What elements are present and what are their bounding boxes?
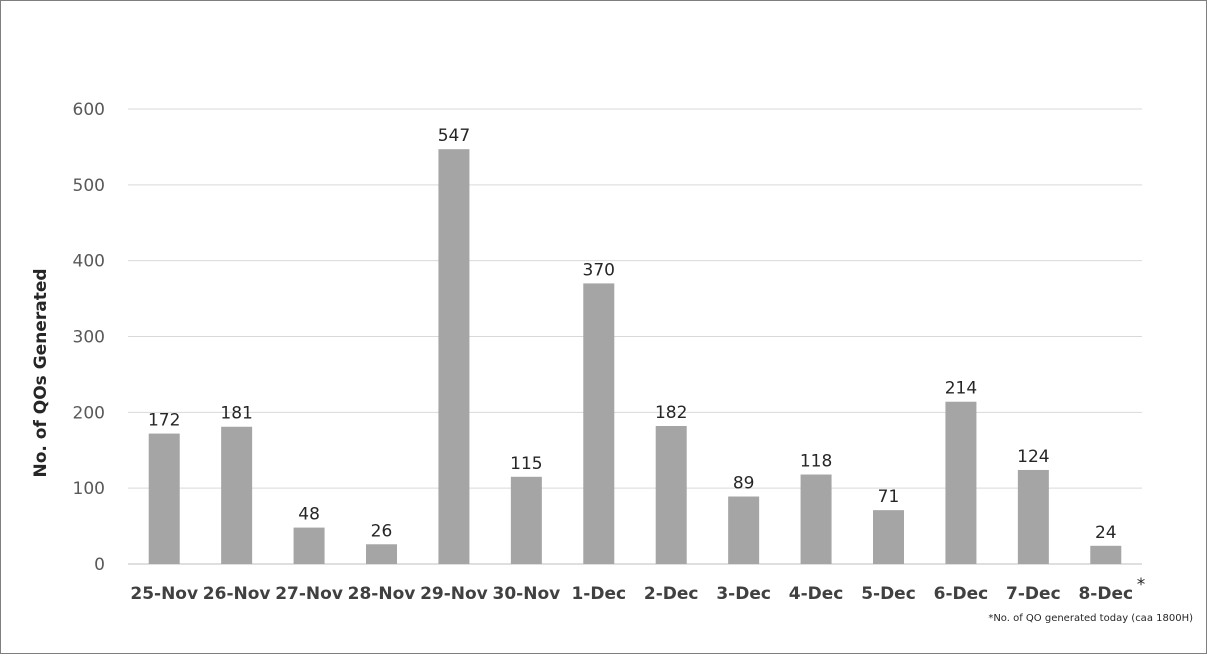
x-tick-label: 4-Dec <box>789 584 844 604</box>
data-label: 89 <box>733 474 755 494</box>
x-tick-label: 7-Dec <box>1006 584 1061 604</box>
data-label: 71 <box>878 487 900 507</box>
data-label: 24 <box>1095 523 1117 543</box>
data-label: 547 <box>438 126 470 146</box>
gridlines <box>128 108 1142 565</box>
data-label: 182 <box>655 403 687 423</box>
data-label: 26 <box>371 521 393 541</box>
footnote-marker: * <box>1137 575 1146 595</box>
bar-7-Dec <box>1017 469 1049 564</box>
y-axis-title: No. of QOs Generated <box>31 268 51 477</box>
bar-26-Nov <box>221 426 253 564</box>
x-tick-label: 30-Nov <box>493 584 561 604</box>
y-axis-ticks: 0 100 200 300 400 500 600 <box>73 100 105 575</box>
bar-25-Nov <box>148 433 180 564</box>
x-axis-categories: 25-Nov 26-Nov 27-Nov 28-Nov 29-Nov 30-Nov 1-De… <box>130 575 1145 604</box>
x-tick-label: 1-Dec <box>571 584 626 604</box>
footnote: *No. of QO generated today (caa 1800H) <box>988 613 1193 624</box>
y-tick-label: 300 <box>73 328 105 348</box>
x-tick-label: 3-Dec <box>716 584 771 604</box>
bar-30-Nov <box>510 476 542 564</box>
bar-4-Dec <box>800 474 832 564</box>
bar-27-Nov <box>293 527 325 564</box>
y-tick-label: 0 <box>94 555 105 575</box>
bar-29-Nov <box>438 149 470 565</box>
data-label: 181 <box>220 404 252 424</box>
x-tick-label: 28-Nov <box>348 584 416 604</box>
x-tick-label: 25-Nov <box>130 584 198 604</box>
y-tick-label: 400 <box>73 252 105 272</box>
data-label: 48 <box>298 505 320 525</box>
x-tick-label: 29-Nov <box>420 584 488 604</box>
data-label: 172 <box>148 411 180 431</box>
x-tick-label: 2-Dec <box>644 584 699 604</box>
bars <box>148 149 1122 565</box>
x-tick-label: 27-Nov <box>275 584 343 604</box>
data-label: 118 <box>800 452 832 472</box>
data-label: 214 <box>945 379 977 399</box>
y-tick-label: 600 <box>73 100 105 120</box>
bar-8-Dec <box>1090 545 1122 564</box>
bar-3-Dec <box>728 496 760 564</box>
x-tick-label: 8-Dec <box>1078 584 1133 604</box>
x-tick-label: 5-Dec <box>861 584 916 604</box>
y-tick-label: 100 <box>73 479 105 499</box>
bar-5-Dec <box>873 510 904 564</box>
bar-6-Dec <box>945 401 977 564</box>
data-label: 370 <box>583 260 615 280</box>
y-tick-label: 500 <box>73 176 105 196</box>
data-labels: 172 181 48 26 547 115 370 182 89 118 71 214 124 24 <box>148 126 1117 543</box>
data-label: 115 <box>510 454 542 474</box>
y-tick-label: 200 <box>73 403 105 423</box>
bar-1-Dec <box>583 283 615 564</box>
x-tick-label: 26-Nov <box>203 584 271 604</box>
bar-28-Nov <box>366 544 397 564</box>
data-label: 124 <box>1017 447 1049 467</box>
bar-2-Dec <box>655 425 687 564</box>
x-tick-label: 6-Dec <box>934 584 989 604</box>
